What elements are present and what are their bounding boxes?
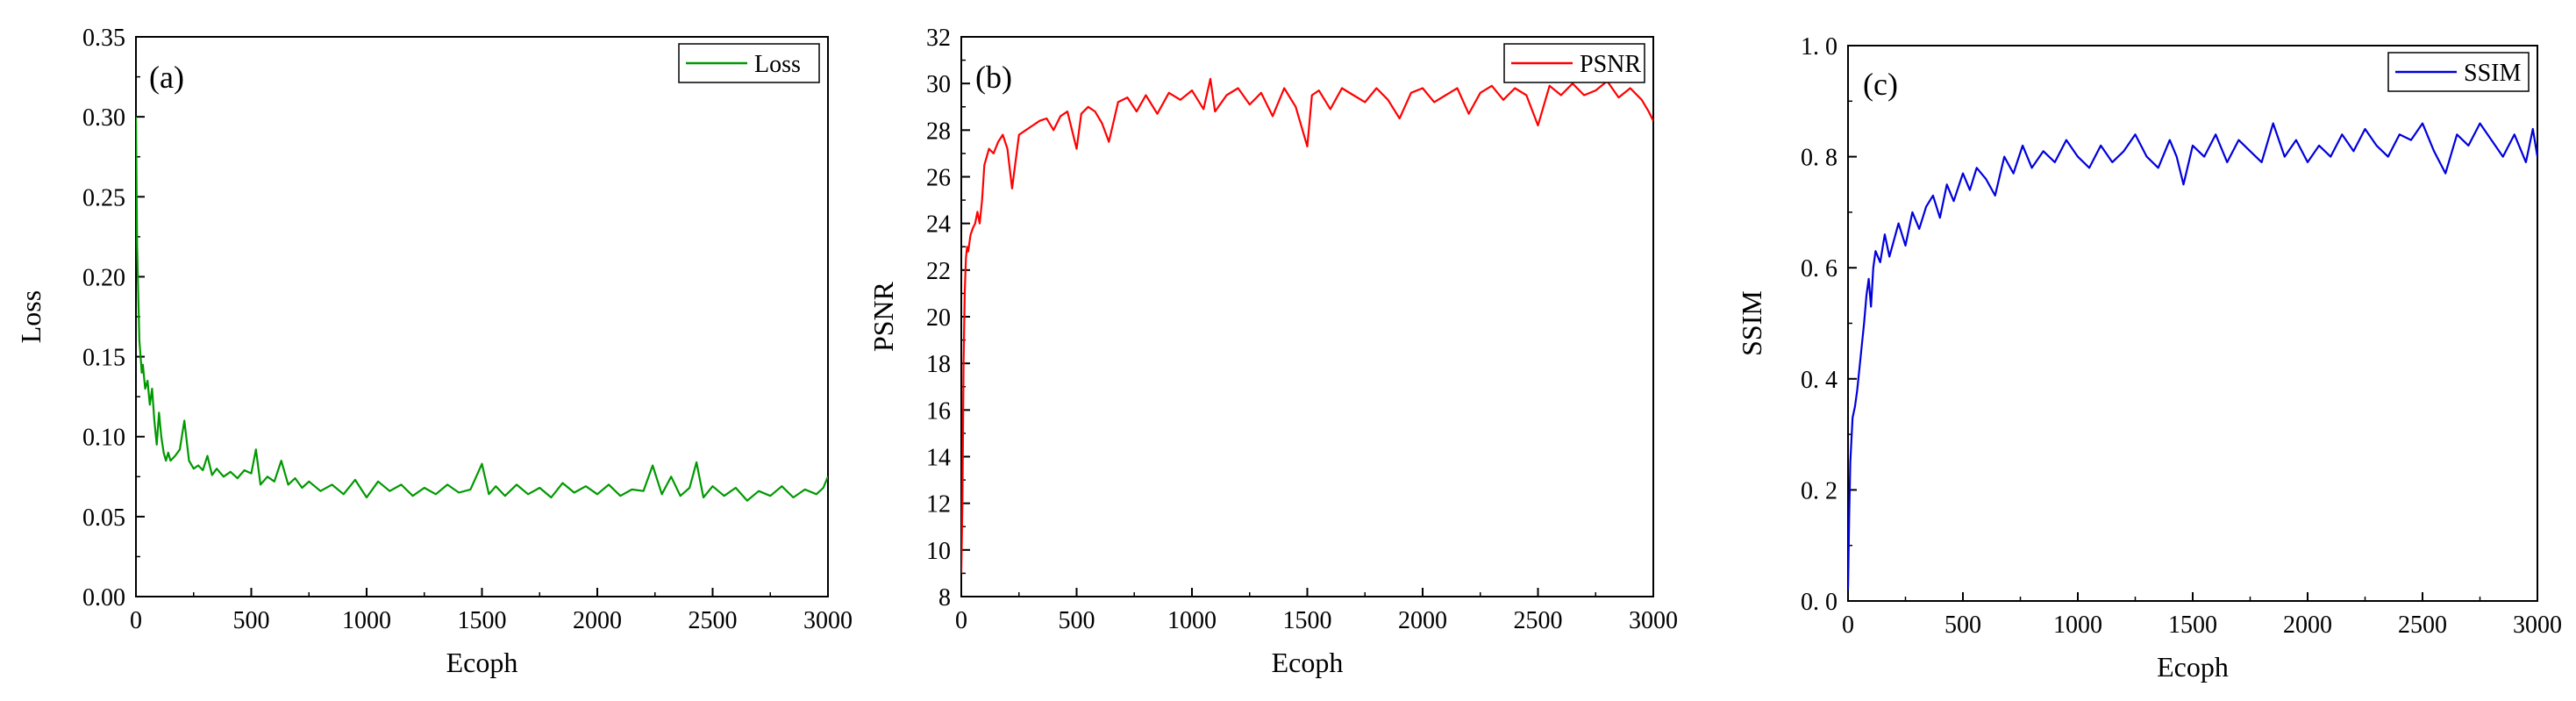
x-tick-label: 1000 <box>1167 607 1217 634</box>
x-tick-label: 0 <box>955 607 967 634</box>
x-tick-label: 1500 <box>1283 607 1332 634</box>
chart-panel-1: 0 500 1000 1500 2000 2500 3000 0.00 0.05 0.10 0.15… <box>15 25 853 678</box>
y-tick-label: 0.35 <box>82 25 125 52</box>
plot-frame <box>135 36 829 597</box>
panel-label: (b) <box>975 60 1012 95</box>
legend: Loss <box>678 43 820 83</box>
y-tick-label: 0. 4 <box>1801 367 1837 394</box>
x-tick-label: 2000 <box>1398 607 1447 634</box>
y-axis-label: PSNR <box>867 281 899 352</box>
y-tick-label: 0. 6 <box>1801 255 1837 283</box>
y-tick-label: 0.00 <box>82 584 125 612</box>
x-tick-label: 500 <box>1944 612 1981 639</box>
x-axis-label: Ecoph <box>446 647 518 678</box>
x-tick-label: 1000 <box>2053 612 2102 639</box>
panel-label: (c) <box>1863 67 1898 102</box>
legend: SSIM <box>2387 52 2530 92</box>
y-axis-label: SSIM <box>1736 290 1767 356</box>
y-tick-label: 0.25 <box>82 184 125 211</box>
y-tick-label: 10 <box>926 538 951 565</box>
y-tick-label: 32 <box>926 25 951 52</box>
y-tick-label: 8 <box>938 584 951 612</box>
x-axis-label: Ecoph <box>2157 651 2229 683</box>
chart-panel-3: 0 500 1000 1500 2000 2500 3000 0. 0 0. 2 0. 4 0. 6… <box>1736 33 2562 683</box>
x-axis-label: Ecoph <box>1272 647 1344 678</box>
y-tick-label: 12 <box>926 491 951 519</box>
x-tick-label: 500 <box>233 607 270 634</box>
y-tick-label: 0. 2 <box>1801 477 1837 504</box>
y-tick-label: 0.05 <box>82 504 125 532</box>
x-tick-label: 1000 <box>342 607 391 634</box>
y-tick-label: 0.20 <box>82 264 125 291</box>
panel-label: (a) <box>149 60 184 95</box>
x-tick-label: 3000 <box>2513 612 2562 639</box>
x-tick-label: 2500 <box>689 607 738 634</box>
y-tick-label: 16 <box>926 397 951 425</box>
y-tick-label: 0.30 <box>82 104 125 132</box>
x-tick-label: 500 <box>1059 607 1095 634</box>
y-tick-label: 24 <box>926 211 951 239</box>
x-tick-label: 2000 <box>2283 612 2332 639</box>
plot-frame <box>1847 45 2538 602</box>
series-line-loss <box>136 117 828 502</box>
y-tick-label: 18 <box>926 351 951 378</box>
series-line-psnr <box>961 77 1653 574</box>
plot-frame <box>960 36 1654 597</box>
y-tick-label: 0.10 <box>82 425 125 452</box>
legend-label: Loss <box>754 51 801 78</box>
x-tick-label: 3000 <box>803 607 853 634</box>
x-tick-label: 3000 <box>1629 607 1678 634</box>
chart-panel-2: 0 500 1000 1500 2000 2500 3000 8 10 12 14 16 18 20 22 2… <box>867 25 1678 678</box>
y-tick-label: 14 <box>926 445 951 472</box>
y-tick-label: 22 <box>926 258 951 285</box>
legend: PSNR <box>1503 43 1645 83</box>
x-tick-label: 2000 <box>573 607 622 634</box>
y-tick-label: 30 <box>926 71 951 98</box>
x-tick-label: 2500 <box>1514 607 1563 634</box>
x-tick-label: 1500 <box>458 607 507 634</box>
y-tick-label: 26 <box>926 165 951 192</box>
y-tick-label: 0. 0 <box>1801 589 1837 616</box>
legend-label: SSIM <box>2464 60 2521 87</box>
x-tick-label: 0 <box>1842 612 1854 639</box>
legend-label: PSNR <box>1580 51 1641 78</box>
x-tick-label: 0 <box>130 607 142 634</box>
x-tick-label: 1500 <box>2168 612 2217 639</box>
y-tick-label: 28 <box>926 118 951 145</box>
x-tick-label: 2500 <box>2398 612 2447 639</box>
y-tick-label: 20 <box>926 304 951 332</box>
y-tick-label: 1. 0 <box>1801 33 1837 61</box>
y-tick-label: 0.15 <box>82 345 125 372</box>
y-tick-label: 0. 8 <box>1801 145 1837 172</box>
y-axis-label: Loss <box>15 290 46 343</box>
series-line-ssim <box>1848 122 2537 590</box>
